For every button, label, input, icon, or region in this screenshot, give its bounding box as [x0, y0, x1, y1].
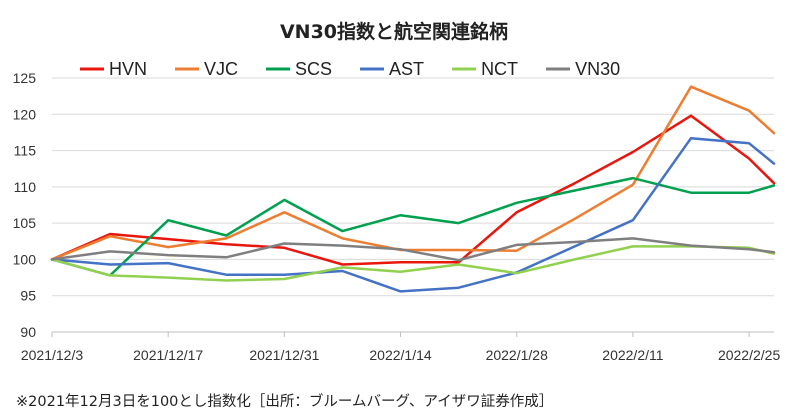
series-line-vn30	[50, 237, 776, 262]
y-tick-label: 110	[14, 179, 37, 195]
legend-label: VJC	[204, 59, 238, 79]
series-lines	[50, 85, 776, 293]
x-axis: 2021/12/3 2021/12/17 2021/12/31 2022/1/14 20…	[21, 332, 780, 363]
y-tick-label: 100	[13, 251, 37, 267]
legend-label: AST	[389, 59, 424, 79]
y-tick-label: 115	[14, 143, 37, 159]
source-note: ※2021年12月3日を100とし指数化［出所：ブルームバーグ、アイザワ証券作成…	[16, 392, 553, 410]
y-tick-label: 120	[13, 106, 37, 122]
x-tick-label: 2021/12/3	[21, 347, 83, 363]
legend: HVN VJC SCS AST NCT VN30	[80, 59, 620, 79]
series-line-vjc	[50, 85, 776, 261]
series-line-nct	[50, 245, 776, 282]
y-tick-label: 105	[13, 215, 37, 231]
x-tick-label: 2022/2/11	[602, 347, 663, 363]
legend-label: NCT	[481, 59, 518, 79]
y-tick-label: 125	[13, 70, 37, 86]
x-tick-label: 2021/12/31	[249, 347, 319, 363]
x-tick-label: 2022/1/28	[486, 347, 548, 363]
gridlines	[52, 77, 774, 333]
y-axis: 90 95 100 105 110 115 120 125	[13, 70, 37, 340]
series-line-ast	[50, 136, 776, 293]
y-tick-label: 95	[20, 288, 36, 304]
legend-label: HVN	[109, 59, 147, 79]
chart-title: VN30指数と航空関連銘柄	[280, 20, 508, 43]
series-line-hvn	[50, 114, 776, 266]
legend-label: VN30	[575, 59, 620, 79]
x-tick-label: 2021/12/17	[133, 347, 203, 363]
y-tick-label: 90	[20, 324, 36, 340]
series-line-scs	[50, 176, 776, 277]
x-tick-label: 2022/2/25	[718, 347, 780, 363]
legend-label: SCS	[295, 59, 332, 79]
x-tick-label: 2022/1/14	[369, 347, 431, 363]
